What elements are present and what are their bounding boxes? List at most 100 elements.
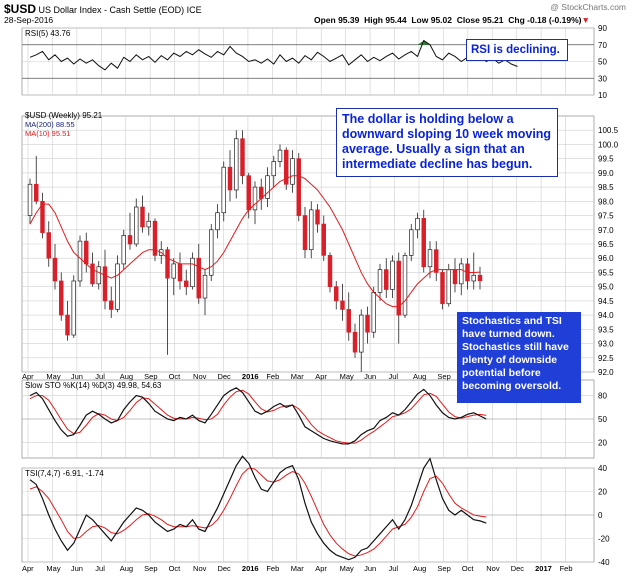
- dollar-note-line: intermediate decline has begun.: [342, 157, 533, 171]
- y-tick-label: 80: [598, 392, 607, 401]
- x-tick-label: Feb: [560, 564, 573, 573]
- candle-body: [377, 269, 383, 293]
- dollar-annotation: The dollar is holding below a downward s…: [336, 108, 558, 177]
- y-tick-label: 99.5: [598, 155, 614, 164]
- x-tick-label: Apr: [315, 564, 327, 573]
- x-tick-label: 2017: [535, 564, 552, 573]
- x-tick-label: May: [46, 564, 60, 573]
- dollar-note-line: The dollar is holding below a: [342, 112, 514, 126]
- x-tick-label: Jun: [364, 564, 376, 573]
- candle-body: [359, 314, 364, 353]
- tsi-legend: TSI(7,4,7) -6.91, -1.74: [25, 469, 104, 478]
- ma10-legend: MA(10) 95.51: [25, 129, 70, 138]
- x-tick-label: Jul: [389, 564, 399, 573]
- candle-body: [177, 263, 183, 282]
- stochastics-annotation: Stochastics and TSI have turned down. St…: [457, 312, 581, 403]
- y-tick-label: 96.5: [598, 240, 614, 249]
- candle-body: [334, 286, 339, 302]
- candle-body: [459, 263, 464, 285]
- y-tick-label: 20: [598, 438, 607, 447]
- candle-body: [340, 300, 345, 310]
- chart-date: 28-Sep-2016: [4, 15, 54, 25]
- y-tick-label: 30: [598, 74, 607, 83]
- y-tick-label: 92.5: [598, 354, 614, 363]
- candle-body: [402, 255, 408, 316]
- candle-body: [215, 212, 220, 231]
- y-tick-label: 97.0: [598, 226, 614, 235]
- candle-body: [246, 175, 251, 211]
- rsi-line: [29, 39, 518, 71]
- candle-body: [421, 218, 426, 268]
- x-tick-label: Feb: [266, 372, 279, 381]
- ohlc-readout: Open 95.39 High 95.44 Low 95.02 Close 95…: [314, 15, 590, 25]
- candle-body: [127, 235, 133, 245]
- x-tick-label: Apr: [22, 372, 34, 381]
- ma200-legend: MA(200) 88.55: [25, 120, 75, 129]
- chart-title: $USD US Dollar Index - Cash Settle (EOD)…: [4, 2, 202, 16]
- x-tick-label: May: [340, 372, 354, 381]
- open-value: Open 95.39: [314, 15, 360, 25]
- candle-body: [165, 249, 170, 279]
- tsi-signal-line: [29, 467, 487, 557]
- close-value: Close 95.21: [456, 15, 504, 25]
- x-tick-label: 2016: [242, 564, 259, 573]
- candle-body: [134, 206, 139, 245]
- candle-body: [90, 263, 95, 285]
- candle-body: [115, 263, 120, 310]
- stoch-d-line: [29, 389, 487, 444]
- x-tick-label: Nov: [193, 564, 207, 573]
- y-tick-label: -20: [598, 535, 610, 544]
- high-value: High 95.44: [364, 15, 407, 25]
- y-tick-label: 10: [598, 91, 607, 100]
- y-tick-label: 94.5: [598, 297, 614, 306]
- y-tick-label: 99.0: [598, 169, 614, 178]
- candle-body: [477, 274, 483, 282]
- x-tick-label: Feb: [266, 564, 279, 573]
- candle-body: [27, 183, 33, 216]
- candle-body: [152, 220, 158, 256]
- stoch-note-line: have turned down.: [462, 328, 555, 340]
- x-tick-label: Apr: [22, 564, 34, 573]
- x-tick-label: Dec: [217, 372, 231, 381]
- candle-body: [184, 280, 189, 288]
- candle-body: [102, 266, 108, 302]
- candle-body: [140, 206, 145, 228]
- x-tick-label: Oct: [462, 564, 475, 573]
- candle-body: [271, 161, 276, 177]
- x-tick-label: Sep: [144, 372, 157, 381]
- x-tick-label: Sep: [437, 564, 450, 573]
- rsi-legend: RSI(5) 43.76: [25, 29, 71, 38]
- candle-body: [202, 274, 208, 299]
- candle-body: [171, 263, 176, 279]
- stoch-note-line: potential before: [462, 367, 541, 379]
- y-tick-label: 98.5: [598, 183, 614, 192]
- candle-body: [409, 229, 414, 256]
- x-tick-label: Mar: [291, 564, 304, 573]
- y-tick-label: 0: [598, 511, 603, 520]
- candle-body: [209, 229, 214, 276]
- candle-body: [40, 200, 45, 233]
- candle-body: [309, 209, 314, 251]
- x-tick-label: Apr: [315, 372, 327, 381]
- candle-body: [396, 260, 401, 316]
- candle-body: [190, 257, 195, 288]
- candle-body: [296, 158, 301, 216]
- candle-body: [302, 215, 308, 251]
- candle-body: [196, 257, 201, 299]
- x-tick-label: 2016: [242, 372, 259, 381]
- dollar-note-line: downward sloping 10 week moving: [342, 127, 552, 141]
- candle-body: [346, 309, 351, 333]
- y-tick-label: 98.0: [598, 197, 614, 206]
- candle-body: [327, 255, 333, 288]
- stoch-legend: Slow STO %K(14) %D(3) 49.98, 54.63: [25, 381, 162, 390]
- x-tick-label: Dec: [217, 564, 231, 573]
- y-tick-label: 93.5: [598, 325, 614, 334]
- stoch-note-line: plenty of downside: [462, 354, 558, 366]
- x-tick-label: Oct: [169, 372, 182, 381]
- ma10-line: [29, 175, 481, 308]
- candle-body: [384, 269, 389, 290]
- x-tick-label: Nov: [486, 564, 500, 573]
- stoch-k-line: [29, 387, 487, 445]
- stoch-note-line: Stochastics and TSI: [462, 315, 562, 327]
